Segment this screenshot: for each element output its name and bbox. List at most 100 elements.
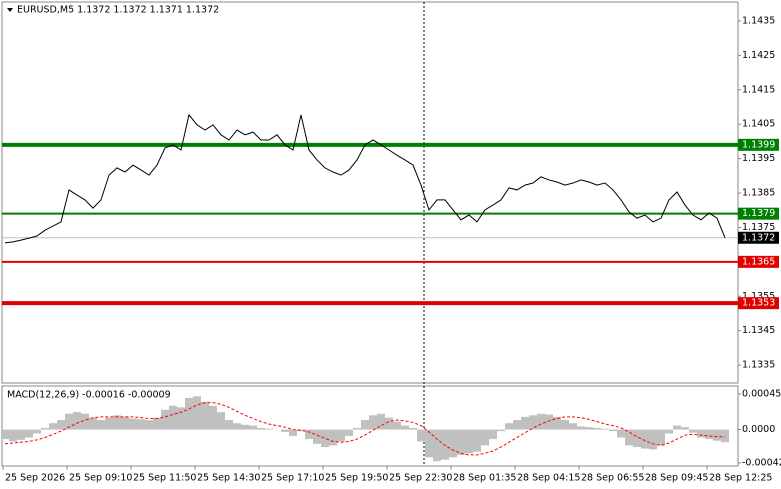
y-tick-label: 0.00045 <box>742 388 781 399</box>
histogram-bar <box>353 427 361 430</box>
y-tick-label: 0.0000 <box>742 424 775 435</box>
histogram-bar <box>345 429 353 436</box>
histogram-bar <box>537 413 545 430</box>
histogram-bar <box>449 429 457 458</box>
histogram-bar <box>9 429 17 442</box>
histogram-bar <box>321 429 329 447</box>
price-label-bg <box>738 138 779 151</box>
histogram-bar <box>49 423 57 430</box>
histogram-bar <box>161 409 169 430</box>
histogram-bar <box>33 429 41 434</box>
histogram-bar <box>297 429 305 432</box>
x-tick-label: 28 Sep 01:35 <box>453 473 516 484</box>
histogram-bar <box>425 429 433 458</box>
histogram-bar <box>705 429 713 440</box>
histogram-bar <box>193 396 201 430</box>
histogram-bar <box>329 429 337 446</box>
histogram-bar <box>113 415 121 430</box>
price-label: 1.1399 <box>742 139 775 150</box>
y-tick-label: 1.1335 <box>742 360 775 371</box>
histogram-bar <box>633 429 641 447</box>
histogram-bar <box>521 416 529 430</box>
histogram-bar <box>185 397 193 430</box>
histogram-bar <box>65 413 73 430</box>
price-label: 1.1372 <box>742 232 775 243</box>
histogram-bar <box>569 423 577 430</box>
x-tick-label: 25 Sep 19:50 <box>325 473 388 484</box>
histogram-bar <box>153 417 161 430</box>
x-tick-label: 25 Sep 2026 <box>5 473 65 484</box>
x-tick-label: 25 Sep 14:30 <box>197 473 260 484</box>
histogram-bar <box>625 429 633 446</box>
histogram-bar <box>121 416 129 430</box>
x-tick-label: 28 Sep 12:25 <box>709 473 772 484</box>
histogram-bar <box>617 429 625 438</box>
main-panel <box>1 1 739 384</box>
price-label-bg <box>738 207 779 220</box>
histogram-bar <box>1 429 9 440</box>
histogram-bar <box>585 427 593 430</box>
histogram-bar <box>209 405 217 430</box>
price-label-bg <box>738 231 779 244</box>
y-tick-label: -0.00042 <box>742 457 781 468</box>
price-label-bg <box>738 297 779 310</box>
histogram-bar <box>57 420 65 430</box>
x-tick-label: 28 Sep 09:45 <box>645 473 708 484</box>
y-tick-label: 1.1425 <box>742 50 775 61</box>
histogram-bar <box>441 429 449 460</box>
histogram-bar <box>289 429 297 436</box>
histogram-bar <box>385 417 393 430</box>
price-label: 1.1379 <box>742 208 775 219</box>
histogram-bar <box>265 428 273 430</box>
histogram-bar <box>313 429 321 444</box>
x-tick-label: 28 Sep 06:55 <box>581 473 644 484</box>
histogram-bar <box>529 415 537 430</box>
histogram-bar <box>473 429 481 452</box>
chart-title: EURUSD,M5 1.1372 1.1372 1.1371 1.1372 <box>17 5 219 16</box>
price-label: 1.1353 <box>742 298 775 309</box>
histogram-bar <box>169 405 177 430</box>
histogram-bar <box>481 429 489 446</box>
histogram-bar <box>257 427 265 430</box>
histogram-bar <box>305 429 313 440</box>
histogram-bar <box>433 429 441 462</box>
histogram-bar <box>369 415 377 430</box>
x-tick-label: 28 Sep 04:15 <box>517 473 580 484</box>
histogram-bar <box>489 429 497 440</box>
histogram-bar <box>361 420 369 430</box>
x-tick-label: 25 Sep 17:10 <box>261 473 324 484</box>
y-tick-label: 1.1405 <box>742 119 775 130</box>
macd-panel <box>1 385 739 467</box>
histogram-bar <box>393 421 401 430</box>
histogram-bar <box>137 419 145 430</box>
x-tick-label: 25 Sep 11:50 <box>133 473 196 484</box>
histogram-bar <box>337 429 345 442</box>
signal-line <box>4 402 725 456</box>
histogram-bar <box>465 429 473 454</box>
x-tick-label: 25 Sep 09:10 <box>69 473 132 484</box>
histogram-bar <box>673 425 681 430</box>
histogram-bar <box>553 416 561 430</box>
histogram-bar <box>457 429 465 455</box>
histogram-bar <box>721 429 729 443</box>
histogram-bar <box>609 429 617 432</box>
histogram-bar <box>505 423 513 430</box>
y-tick-label: 1.1345 <box>742 325 775 336</box>
histogram-bar <box>89 417 97 430</box>
histogram-bar <box>73 412 81 430</box>
histogram-bar <box>17 429 25 440</box>
histogram-bar <box>145 420 153 430</box>
y-tick-label: 1.1395 <box>742 153 775 164</box>
histogram-bar <box>593 427 601 430</box>
price-line <box>4 113 726 244</box>
histogram-bar <box>713 429 721 441</box>
histogram-bar <box>81 413 89 430</box>
histogram-bar <box>249 425 257 430</box>
price-label-bg <box>738 255 779 268</box>
price-label: 1.1365 <box>742 256 775 267</box>
x-tick-label: 25 Sep 22:30 <box>389 473 452 484</box>
histogram-bar <box>241 424 249 430</box>
y-tick-label: 1.1385 <box>742 188 775 199</box>
histogram-bar <box>561 420 569 430</box>
